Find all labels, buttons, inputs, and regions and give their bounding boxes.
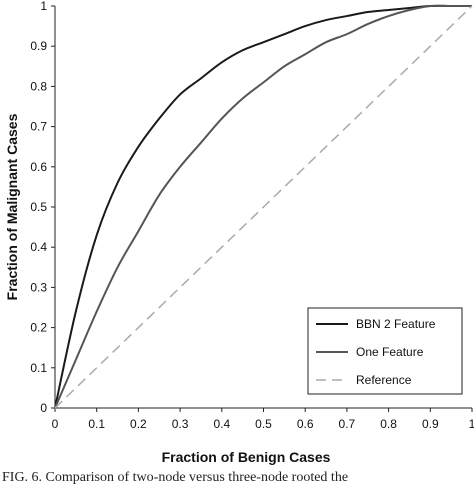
series-one-feature xyxy=(54,4,472,409)
y-tick-label: 0.6 xyxy=(30,160,47,174)
series-layer xyxy=(54,4,473,409)
x-tick-label: 0.4 xyxy=(213,417,230,431)
legend-label: BBN 2 Feature xyxy=(356,317,436,331)
x-tick-label: 0.6 xyxy=(297,417,314,431)
figure-caption: FIG. 6. Comparison of two-node versus th… xyxy=(2,470,349,485)
x-tick-label: 0.3 xyxy=(172,417,189,431)
y-tick-label: 0.2 xyxy=(30,321,47,335)
y-tick-label: 0.8 xyxy=(30,79,47,93)
x-tick-label: 0.9 xyxy=(422,417,439,431)
y-tick-label: 1 xyxy=(40,0,47,13)
x-tick-label: 0.8 xyxy=(380,417,397,431)
y-tick-label: 0.9 xyxy=(30,39,47,53)
x-tick-label: 0.1 xyxy=(88,417,105,431)
legend: BBN 2 Feature One Feature Reference xyxy=(307,307,463,395)
y-tick-label: 0.1 xyxy=(30,361,47,375)
series-bbn-2-feature xyxy=(54,4,472,409)
legend-label: Reference xyxy=(356,373,412,387)
x-tick-label: 0 xyxy=(52,417,59,431)
x-tick-label: 0.5 xyxy=(255,417,272,431)
x-tick-label: 0.7 xyxy=(339,417,356,431)
roc-chart: 0 0.1 0.2 0.3 0.4 0.5 0.6 0.7 0.8 0.9 1 0 0.1 0.2 0.3… xyxy=(4,0,474,465)
x-axis-ticks: 0 0.1 0.2 0.3 0.4 0.5 0.6 0.7 0.8 0.9 1 xyxy=(52,408,474,431)
y-tick-label: 0.7 xyxy=(30,120,47,134)
x-axis-title: Fraction of Benign Cases xyxy=(162,449,331,465)
y-tick-label: 0.4 xyxy=(30,240,47,254)
x-tick-label: 1 xyxy=(469,417,474,431)
y-tick-label: 0 xyxy=(40,401,47,415)
series-reference xyxy=(54,5,473,409)
y-tick-label: 0.3 xyxy=(30,280,47,294)
x-tick-label: 0.2 xyxy=(130,417,147,431)
legend-label: One Feature xyxy=(356,345,424,359)
y-axis-ticks: 0 0.1 0.2 0.3 0.4 0.5 0.6 0.7 0.8 0.9 1 xyxy=(30,0,55,415)
y-axis-title: Fraction of Malignant Cases xyxy=(4,113,20,300)
y-tick-label: 0.5 xyxy=(30,200,47,214)
